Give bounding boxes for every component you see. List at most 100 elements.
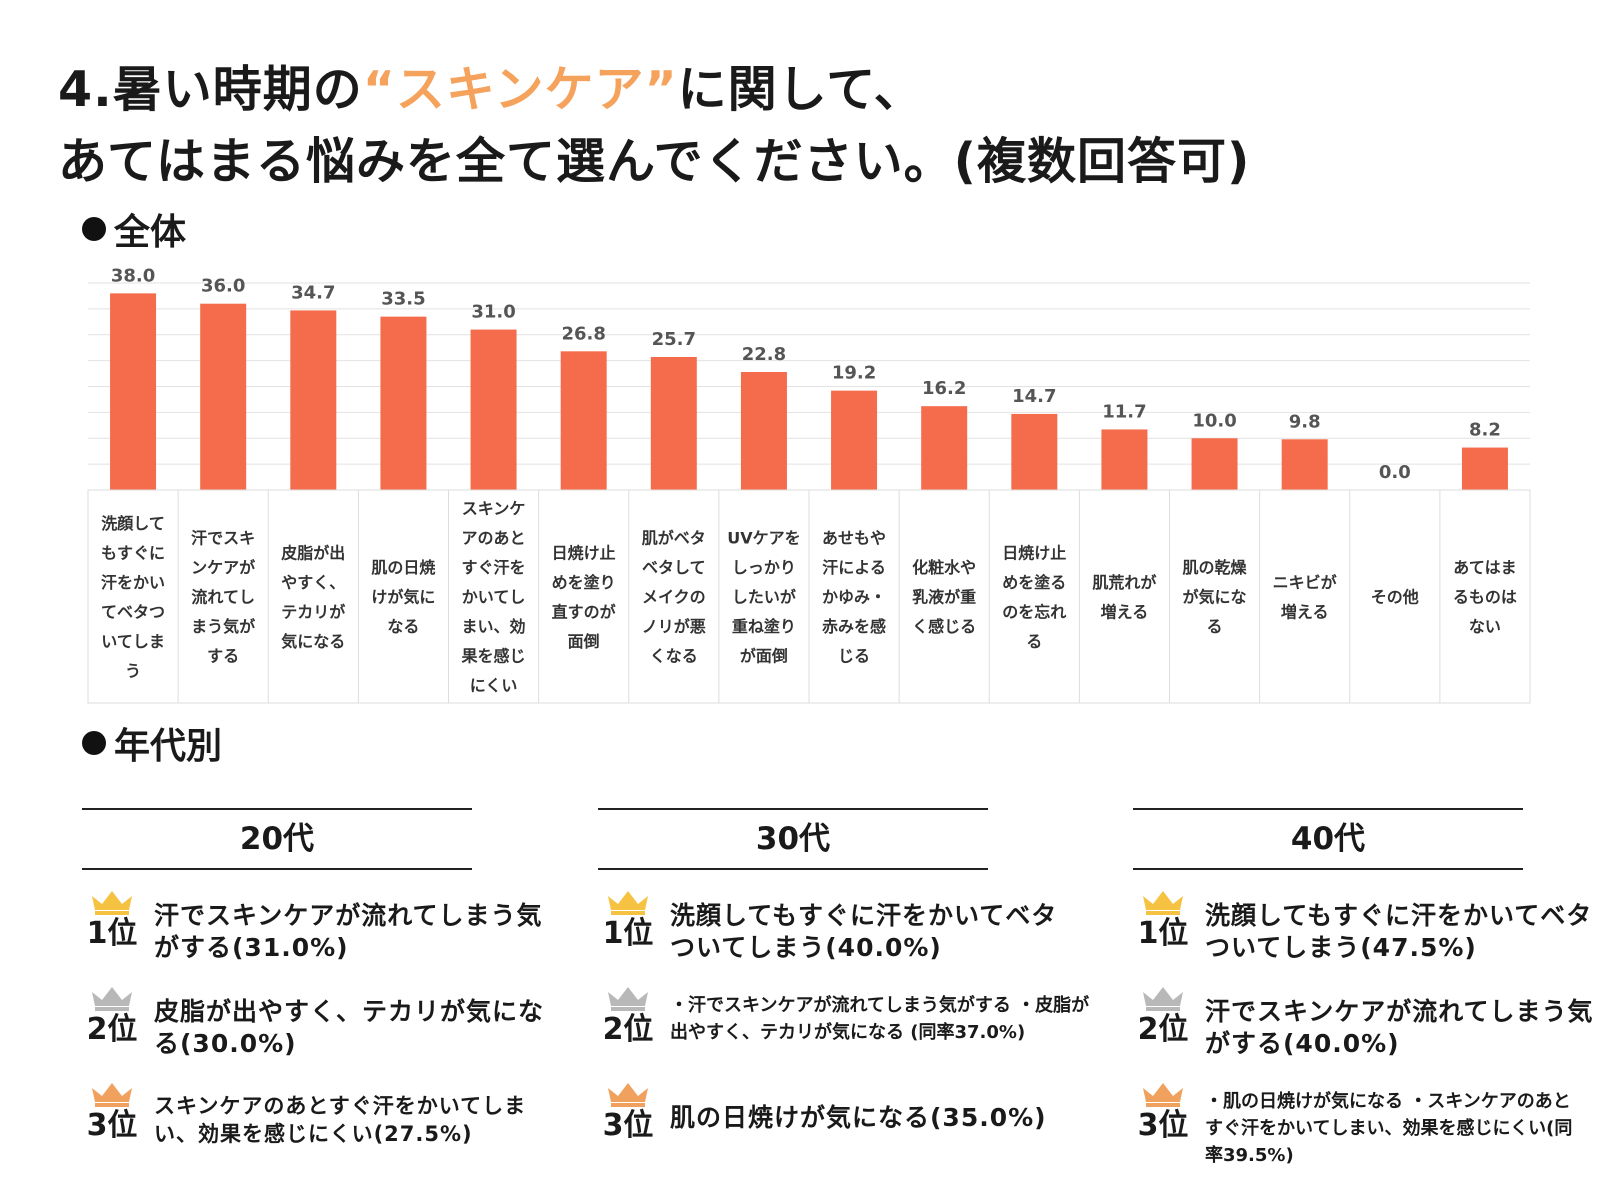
rank-label: 3位 — [86, 1108, 138, 1143]
category-label-line: いてしま — [101, 632, 165, 651]
rank-badge: 1位 — [598, 888, 658, 950]
crown-base — [1146, 1007, 1180, 1011]
category-label: 日焼け止めを塗るのを忘れる — [1002, 543, 1066, 651]
value-label: 8.2 — [1469, 420, 1501, 441]
bar — [290, 310, 337, 490]
bar — [1101, 429, 1148, 490]
value-label: 31.0 — [471, 302, 515, 323]
crown-shape — [608, 1083, 648, 1102]
category-label-line: 汗でスキ — [191, 529, 255, 548]
category-label-line: あてはま — [1453, 558, 1516, 577]
category-label: 肌がベタベタしてメイクのノリが悪くなる — [642, 529, 706, 666]
category-label-line: けが気に — [371, 588, 435, 607]
rank-badge: 2位 — [598, 984, 658, 1046]
silver-crown-icon — [92, 987, 132, 1011]
rank-label: 1位 — [602, 916, 654, 951]
category-label-line: 果を感じ — [461, 647, 526, 666]
rank-label: 3位 — [602, 1108, 654, 1143]
category-label-line: テカリが — [281, 602, 345, 621]
category-label-line: 肌がベタ — [642, 529, 706, 548]
rank-text: 汗でスキンケアが流れてしまう気がする(40.0%) — [1205, 997, 1594, 1058]
category-label-line: めを塗り — [552, 573, 616, 592]
category-label-line: 皮脂が出 — [280, 543, 345, 562]
category-label-line: UVケアを — [727, 529, 800, 548]
value-label: 22.8 — [742, 344, 786, 365]
rank-text: ・肌の日焼けが気になる ・スキンケアのあとすぐ汗をかいてしまい、効果を感じにくい… — [1205, 1091, 1573, 1166]
rank-text: ・汗でスキンケアが流れてしまう気がする ・皮脂が出やすく、テカリが気になる (同… — [670, 995, 1090, 1043]
category-label-line: ノリが悪 — [642, 617, 706, 636]
silver-crown-icon — [1143, 987, 1183, 1011]
bar — [1191, 438, 1238, 490]
value-label: 10.0 — [1192, 410, 1236, 431]
category-label-line: ベタして — [642, 558, 706, 577]
category-label-line: なる — [387, 617, 419, 636]
age-group-heading: 30代 — [598, 808, 988, 870]
value-label: 11.7 — [1102, 401, 1146, 422]
value-label: 33.5 — [381, 289, 425, 310]
category-label-line: しっかり — [732, 558, 796, 577]
bar — [110, 293, 157, 490]
section-overall-label: 全体 — [114, 212, 187, 253]
category-label-line: 直すのが — [552, 602, 616, 621]
value-label: 36.0 — [201, 276, 245, 297]
title-prefix: 4.暑い時期の — [58, 61, 363, 118]
category-label-line: もすぐに — [101, 543, 165, 562]
category-label: ニキビが増える — [1273, 573, 1337, 622]
category-label: 肌の日焼けが気になる — [371, 558, 435, 636]
age-group-heading: 40代 — [1133, 808, 1523, 870]
gold-crown-icon — [608, 891, 648, 915]
value-label: 16.2 — [922, 378, 966, 399]
category-label-line: ニキビが — [1273, 573, 1337, 592]
value-label: 19.2 — [832, 363, 876, 384]
category-label: 洗顔してもすぐに汗をかいてベタついてしまう — [101, 514, 165, 681]
bar — [650, 357, 697, 490]
overall-bar-chart: 38.0 36.0 34.7 33.5 31.0 26.8 25.7 22.8 19.2 16.2… — [87, 265, 1531, 704]
bar — [740, 372, 787, 490]
rank-text: 洗顔してもすぐに汗をかいてベタついてしまう(40.0%) — [670, 901, 1058, 962]
category-label-line: が面倒 — [740, 647, 788, 666]
bronze-crown-icon — [608, 1083, 648, 1107]
category-label: 日焼け止めを塗り直すのが面倒 — [552, 543, 616, 651]
rank-label: 2位 — [86, 1012, 138, 1047]
category-label-line: あせもや — [822, 529, 886, 548]
category-label: スキンケアのあとすぐ汗をかいてしまい、効果を感じにくい — [461, 499, 526, 695]
title-suffix: に関して、 — [677, 61, 924, 118]
category-label-line: ない — [1469, 617, 1501, 636]
chart-category-table: 洗顔してもすぐに汗をかいてベタついてしまう汗でスキンケアが流れてしまう気がする皮… — [87, 489, 1531, 704]
rank-label: 3位 — [1137, 1108, 1189, 1143]
category-label-line: 汗をかい — [101, 573, 165, 592]
crown-base — [611, 1103, 645, 1107]
category-label-line: かいてし — [462, 588, 526, 607]
crown-base — [611, 911, 645, 915]
page-title-line-2: あてはまる悩みを全て選んでください。(複数回答可) — [58, 133, 1251, 190]
rank-badge: 3位 — [598, 1080, 658, 1142]
category-label: その他 — [1371, 588, 1419, 607]
gold-crown-icon — [1143, 891, 1183, 915]
chart-value-labels: 38.0 36.0 34.7 33.5 31.0 26.8 25.7 22.8 19.2 16.2… — [111, 265, 1501, 483]
bar — [560, 351, 607, 490]
rank-badge: 2位 — [1133, 984, 1193, 1046]
category-label-line: 増える — [1101, 602, 1149, 621]
bar — [200, 303, 247, 490]
category-label: UVケアをしっかりしたいが重ね塗りが面倒 — [727, 529, 800, 666]
bar — [1281, 439, 1328, 490]
rank-badge: 1位 — [82, 888, 142, 950]
value-label: 9.8 — [1289, 411, 1321, 432]
category-label-line: るものは — [1453, 588, 1517, 607]
section-by-age-label: 年代別 — [114, 726, 223, 767]
category-label-line: ンケアが — [191, 558, 255, 577]
age-group-30s: 30代 1位 洗顔してもすぐに汗をかいてベタついてしまう(40.0%) 2位 ・… — [598, 808, 1089, 1142]
category-label-line: 重ね塗り — [732, 617, 796, 636]
bullet-dot-icon — [82, 217, 106, 241]
category-label-line: 赤みを感 — [822, 617, 886, 636]
crown-shape — [92, 1083, 132, 1102]
gold-crown-icon — [92, 891, 132, 915]
category-label-line: う — [125, 661, 141, 680]
category-label-line: メイクの — [642, 588, 706, 607]
category-label-line: 面倒 — [568, 632, 600, 651]
bullet-dot-icon — [82, 731, 106, 755]
category-label-line: 日焼け止 — [552, 543, 616, 562]
value-label: 26.8 — [561, 323, 605, 344]
chart-bars — [110, 293, 1508, 490]
category-label-line: すぐ汗を — [462, 558, 526, 577]
